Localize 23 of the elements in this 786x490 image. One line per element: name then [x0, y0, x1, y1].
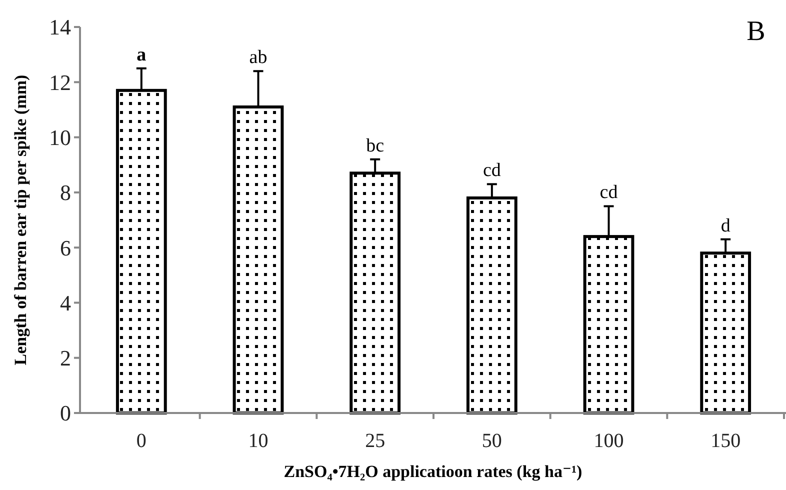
x-axis-title: ZnSO₄•7H₂O applicatioon rates (kg ha⁻¹)	[284, 462, 582, 481]
y-tick-label: 0	[60, 400, 71, 426]
y-tick-label: 14	[49, 14, 71, 40]
data-label: cd	[600, 182, 618, 204]
x-tick-label: 0	[136, 430, 146, 452]
y-tick-label: 10	[49, 124, 71, 150]
data-label: bc	[366, 135, 384, 156]
x-tick-label: 150	[710, 430, 741, 452]
data-label: d	[720, 215, 731, 236]
data-label: cd	[482, 160, 502, 182]
y-tick-label: 12	[49, 70, 71, 95]
x-tick-label: 50	[482, 430, 502, 452]
y-tick-label: 6	[60, 235, 71, 260]
y-tick-label: 8	[60, 180, 71, 206]
x-tick-label: 25	[365, 430, 386, 452]
data-label: a	[136, 44, 147, 66]
x-tick-label: 100	[594, 430, 624, 452]
annotation: B	[746, 16, 766, 47]
y-axis-title: Length of barren ear tip per spike (mm)	[11, 74, 30, 366]
y-tick-label: 2	[60, 346, 71, 371]
y-tick-label: 4	[60, 290, 71, 316]
data-label: ab	[249, 47, 268, 68]
x-tick-label: 10	[248, 430, 268, 452]
